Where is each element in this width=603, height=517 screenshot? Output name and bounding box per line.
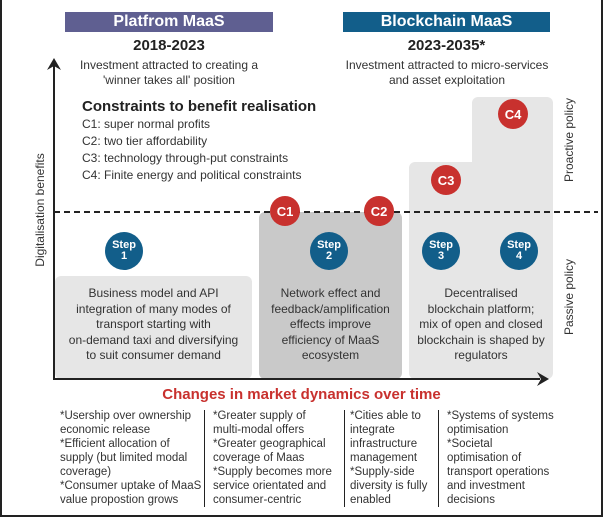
frame-left-border — [0, 0, 2, 517]
step3-4-description: Decentralised blockchain platform; mix o… — [409, 286, 553, 364]
phase-description-line: Investment attracted to micro-services — [345, 58, 549, 72]
bullet-line: coverage of Maas — [213, 452, 305, 464]
step-number: 4 — [515, 250, 523, 262]
description-line: effects improve — [289, 317, 372, 331]
bullet-line: *Usership over ownership — [60, 410, 192, 422]
description-line: integration of many modes of — [76, 301, 231, 316]
bullet-line: *Cities able to — [350, 410, 421, 422]
bullet-line: *Greater geographical — [213, 438, 326, 450]
phase-description-line: 'winner takes all' position — [103, 73, 235, 87]
constraint-marker-c3: C3 — [431, 165, 461, 195]
x-axis-label: Changes in market dynamics over time — [162, 386, 441, 403]
bullet-line: decisions — [447, 494, 495, 506]
constraint-item: C3: technology through-put constraints — [82, 151, 289, 165]
phase-description-blockchain: Investment attracted to micro-services a… — [318, 58, 576, 88]
step-marker-1: Step 1 — [105, 232, 143, 270]
step-number: 3 — [437, 250, 445, 262]
bullet-column-3: *Cities able to integrate infrastructure… — [350, 409, 442, 507]
proactive-policy-label: Proactive policy — [562, 97, 576, 183]
step-word: Step — [507, 239, 531, 251]
bullet-line: infrastructure — [350, 438, 418, 450]
column-divider — [204, 410, 205, 507]
y-axis-label: Digitalisation benefits — [33, 153, 47, 267]
bullet-line: service orientated and — [213, 480, 327, 492]
bullet-line: *Efficient allocation of — [60, 438, 170, 450]
description-line: regulators — [454, 348, 508, 362]
bullet-line: *Greater supply of — [213, 410, 306, 422]
constraint-marker-c1: C1 — [270, 196, 300, 226]
bullet-line: *Consumer uptake of MaaS — [60, 480, 202, 492]
bullet-line: *Supply-side — [350, 466, 415, 478]
constraints-title: Constraints to benefit realisation — [82, 98, 317, 115]
description-line: Decentralised — [444, 286, 518, 300]
column-divider — [344, 410, 345, 507]
step-word: Step — [429, 239, 453, 251]
step1-description: Business model and API integration of ma… — [55, 286, 252, 364]
constraint-marker-c2: C2 — [364, 196, 394, 226]
bullet-line: integrate — [350, 424, 395, 436]
phase-header-blockchain: Blockchain MaaS — [343, 12, 550, 32]
description-line: blockchain is shaped by — [417, 332, 545, 347]
step2-description: Network effect and feedback/amplificatio… — [259, 286, 402, 364]
bullet-line: management — [350, 452, 418, 464]
description-line: transport starting with — [96, 317, 211, 331]
description-line: to suit consumer demand — [86, 348, 221, 362]
step-marker-2: Step 2 — [310, 232, 348, 270]
column-divider — [438, 410, 439, 507]
y-axis-arrow-icon — [47, 58, 61, 70]
passive-policy-label: Passive policy — [562, 258, 576, 336]
description-line: mix of open and closed — [419, 317, 543, 331]
constraints-legend: Constraints to benefit realisation C1: s… — [82, 98, 316, 184]
step-number: 1 — [120, 250, 128, 262]
constraint-item: C2: two tier affordability — [82, 134, 208, 148]
bullet-line: *Societal — [447, 438, 493, 450]
bullet-column-4: *Systems of systems optimisation *Societ… — [447, 409, 572, 507]
description-line: on-demand taxi and diversifying — [68, 332, 239, 347]
bullet-column-1: *Usership over ownership economic releas… — [60, 409, 205, 507]
step-word: Step — [112, 239, 136, 251]
x-axis-arrow-icon — [537, 372, 549, 386]
bullet-line: enabled — [350, 494, 391, 506]
bullet-line: coverage) — [60, 466, 112, 478]
bullet-line: *Supply becomes more — [213, 466, 332, 478]
bullet-line: optimisation — [447, 424, 509, 436]
phase-years-platform: 2018-2023 — [133, 37, 205, 54]
bullet-line: *Systems of systems — [447, 410, 554, 422]
description-line: efficiency of MaaS — [281, 332, 380, 347]
bullet-line: consumer-centric — [213, 494, 302, 506]
bullet-column-2: *Greater supply of multi-modal offers *G… — [213, 409, 348, 507]
description-line: Business model and API — [88, 286, 219, 300]
phase-description-line: and asset exploitation — [388, 73, 506, 87]
bullet-line: economic release — [60, 424, 151, 436]
phase-header-platform: Platfrom MaaS — [65, 12, 273, 32]
step-number: 2 — [325, 250, 333, 262]
bullet-line: value propostion grows — [60, 494, 179, 506]
step-marker-3: Step 3 — [422, 232, 460, 270]
phase-description-platform: Investment attracted to creating a 'winn… — [55, 58, 283, 88]
constraint-item: C4: Finite energy and political constrai… — [82, 168, 302, 182]
step-word: Step — [317, 239, 341, 251]
step-marker-4: Step 4 — [500, 232, 538, 270]
description-line: Network effect and — [280, 286, 381, 300]
bullet-line: supply (but limited modal — [60, 452, 188, 464]
bullet-line: diversity is fully — [350, 480, 428, 492]
phase-description-line: Investment attracted to creating a — [79, 58, 259, 72]
phase-years-blockchain: 2023-2035* — [407, 37, 486, 54]
constraint-item: C1: super normal profits — [82, 117, 211, 131]
step1-box — [55, 276, 252, 379]
constraint-marker-c4: C4 — [498, 99, 528, 129]
description-line: blockchain platform; — [427, 301, 535, 316]
bullet-line: multi-modal offers — [213, 424, 305, 436]
bullet-line: optimisation of — [447, 452, 522, 464]
frame-right-border — [601, 0, 603, 517]
description-line: feedback/amplification — [271, 301, 390, 316]
bullet-line: and investment — [447, 480, 525, 492]
frame-bottom-border — [0, 515, 603, 517]
bullet-line: transport operations — [447, 466, 550, 478]
description-line: ecosystem — [301, 348, 360, 362]
